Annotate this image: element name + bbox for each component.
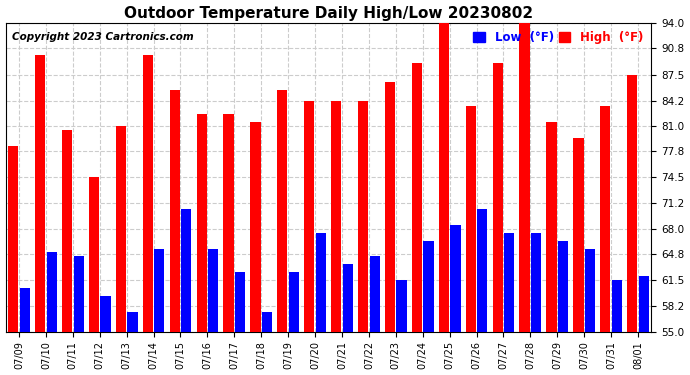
Title: Outdoor Temperature Daily High/Low 20230802: Outdoor Temperature Daily High/Low 20230… [124,6,533,21]
Bar [224,114,234,332]
Text: Copyright 2023 Cartronics.com: Copyright 2023 Cartronics.com [12,32,194,42]
Bar [520,23,530,332]
Bar [639,276,649,332]
Bar [627,75,638,332]
Bar [531,233,541,332]
Bar [277,90,288,332]
Bar [504,233,514,332]
Bar [62,130,72,332]
Bar [466,106,476,332]
Bar [316,233,326,332]
Bar [612,280,622,332]
Bar [143,55,153,332]
Bar [20,288,30,332]
Legend: Low  (°F), High  (°F): Low (°F), High (°F) [471,29,646,47]
Bar [546,122,557,332]
Bar [197,114,207,332]
Bar [451,225,460,332]
Bar [170,90,180,332]
Bar [8,146,19,332]
Bar [358,100,368,332]
Bar [35,55,46,332]
Bar [155,249,164,332]
Bar [235,272,245,332]
Bar [370,256,380,332]
Bar [289,272,299,332]
Bar [208,249,218,332]
Bar [250,122,261,332]
Bar [116,126,126,332]
Bar [331,100,342,332]
Bar [101,296,110,332]
Bar [343,264,353,332]
Bar [128,312,137,332]
Bar [385,82,395,332]
Bar [573,138,584,332]
Bar [74,256,83,332]
Bar [47,252,57,332]
Bar [585,249,595,332]
Bar [181,209,191,332]
Bar [424,241,433,332]
Bar [558,241,568,332]
Bar [397,280,406,332]
Bar [412,63,422,332]
Bar [477,209,487,332]
Bar [262,312,272,332]
Bar [439,23,449,332]
Bar [600,106,611,332]
Bar [89,177,99,332]
Bar [304,100,315,332]
Bar [493,63,503,332]
